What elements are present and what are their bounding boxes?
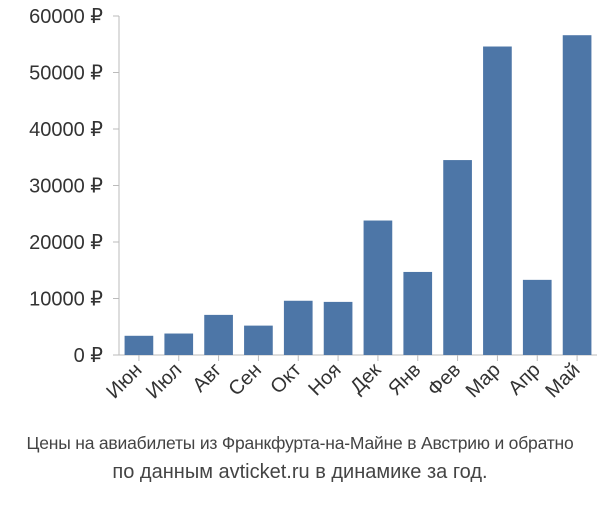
x-tick-label: Фев <box>423 359 465 401</box>
chart-axes <box>113 15 597 361</box>
bar-4 <box>244 325 273 355</box>
bar-8 <box>403 271 433 355</box>
x-tick-label: Янв <box>384 359 425 400</box>
bar-11 <box>522 279 552 355</box>
x-tick-label: Авг <box>188 359 226 397</box>
y-tick-label: 50000 ₽ <box>29 63 103 85</box>
bar-1 <box>124 335 154 355</box>
bar-5 <box>283 300 313 355</box>
x-tick-label: Июн <box>102 359 146 403</box>
chart-caption-line-2: по данным avticket.ru в динамике за год. <box>112 461 488 483</box>
bar-2 <box>164 333 194 355</box>
bar-7 <box>363 220 393 355</box>
x-tick-label: Окт <box>266 359 305 398</box>
x-tick-label: Апр <box>504 359 545 400</box>
x-tick-label: Дек <box>346 359 385 398</box>
bar-10 <box>483 46 512 355</box>
y-tick-label: 40000 ₽ <box>29 119 103 141</box>
y-tick-label: 30000 ₽ <box>29 176 103 198</box>
y-tick-label: 0 ₽ <box>74 345 104 367</box>
x-tick-label: Мар <box>462 359 505 402</box>
bar-6 <box>323 301 353 355</box>
x-tick-label: Июл <box>142 359 186 403</box>
x-tick-label: Ноя <box>304 359 345 400</box>
y-tick-label: 60000 ₽ <box>29 6 103 28</box>
x-tick-label: Сен <box>224 359 265 400</box>
x-tick-label: Май <box>541 359 584 402</box>
y-axis-tick-labels: 0 ₽ 10000 ₽ 20000 ₽ 30000 ₽ 40000 ₽ 50000 ₽ 60… <box>29 6 103 367</box>
chart-bars <box>124 35 592 356</box>
y-tick-label: 20000 ₽ <box>29 232 103 254</box>
bar-9 <box>443 160 472 355</box>
bar-3 <box>204 314 233 355</box>
y-tick-label: 10000 ₽ <box>29 289 103 311</box>
chart-caption-line-1: Цены на авиабилеты из Франкфурта-на-Майн… <box>26 433 574 453</box>
bar-12 <box>562 35 592 356</box>
